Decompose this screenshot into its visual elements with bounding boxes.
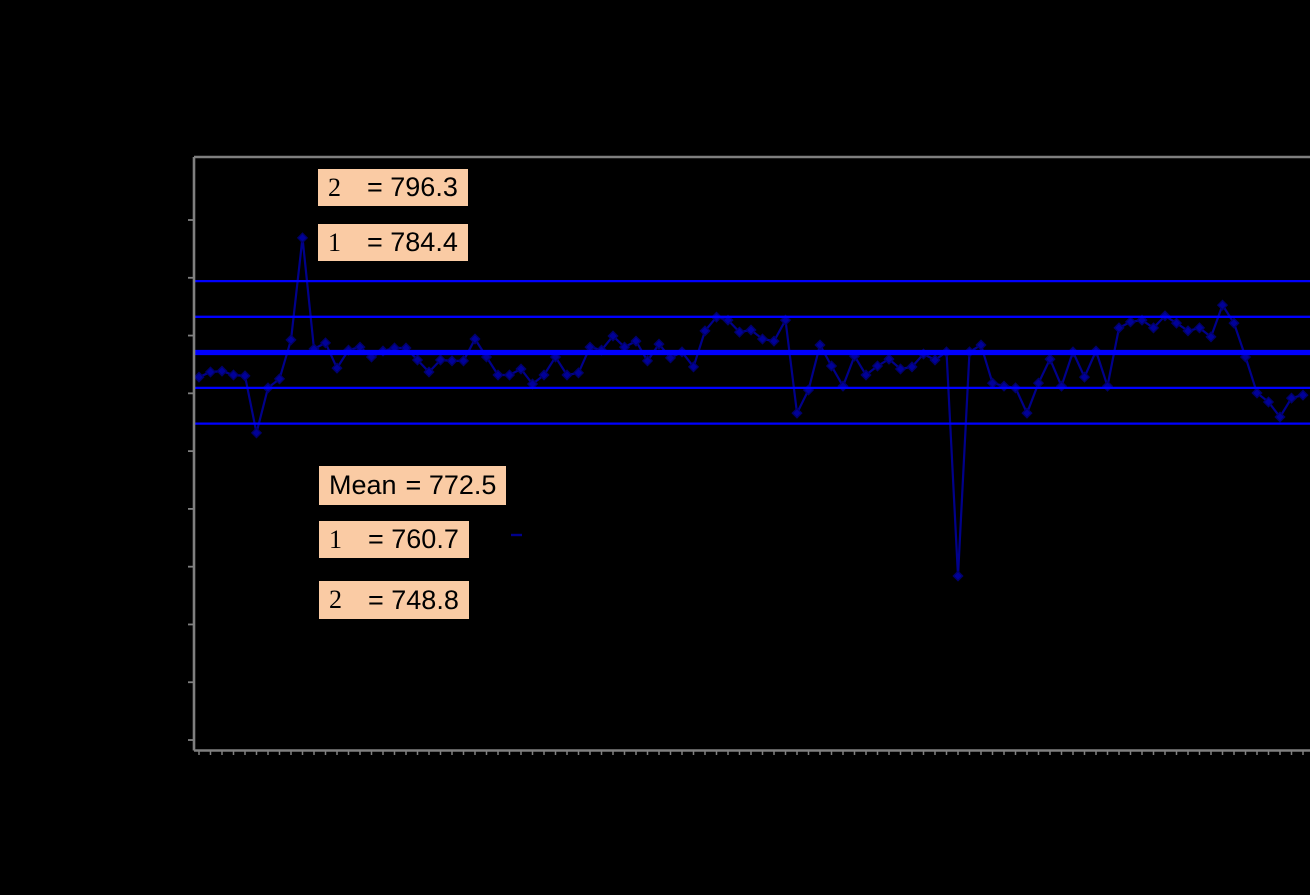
mean-symbol: Mean <box>329 470 397 500</box>
upper-1sigma-label: 1 = 784.4 <box>318 224 468 261</box>
lower-1sigma-value: = 760.7 <box>368 524 459 554</box>
upper-2sigma-symbol: 2 <box>328 172 341 202</box>
lower-1sigma-symbol: 1 <box>329 524 342 554</box>
data-point-markers <box>193 232 1309 582</box>
lower-2sigma-symbol: 2 <box>329 585 342 614</box>
y-axis-ticks <box>188 219 194 741</box>
control-limit-lines <box>194 279 1310 425</box>
lower-2sigma-value: = 748.8 <box>368 584 459 615</box>
upper-1sigma-value: = 784.4 <box>367 227 458 257</box>
axes-frame <box>192 155 1310 752</box>
upper-2sigma-label: 2 = 796.3 <box>318 169 468 206</box>
x-axis-ticks <box>198 750 1304 755</box>
upper-1sigma-symbol: 1 <box>328 227 341 257</box>
mean-value: = 772.5 <box>405 470 497 500</box>
lower-2sigma-label: 2 = 748.8 <box>319 581 469 619</box>
lower-1sigma-label: 1 = 760.7 <box>319 521 469 558</box>
upper-2sigma-value: = 796.3 <box>367 172 458 202</box>
mean-label: Mean = 772.5 <box>319 466 507 505</box>
